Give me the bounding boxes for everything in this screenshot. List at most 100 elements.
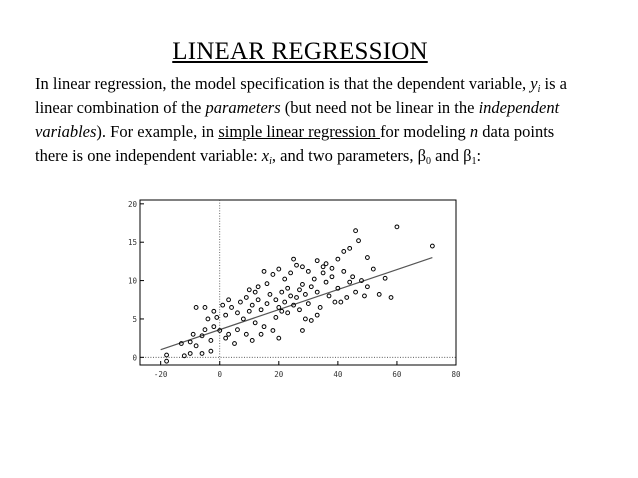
data-point: [297, 307, 302, 313]
data-point: [226, 331, 231, 337]
data-point: [264, 281, 270, 287]
data-point: [314, 312, 320, 318]
subscript-1: 1: [471, 156, 477, 167]
x-tick-label: 60: [392, 370, 402, 379]
data-point: [297, 287, 302, 293]
data-point: [332, 299, 338, 305]
data-point: [178, 341, 184, 346]
data-point: [370, 266, 376, 272]
data-point: [382, 275, 388, 281]
data-point: [335, 285, 341, 291]
y-tick-label: 10: [128, 277, 138, 286]
data-point: [353, 228, 358, 234]
x-tick-label: 0: [217, 370, 222, 379]
data-point: [302, 316, 308, 322]
data-point: [276, 266, 282, 272]
text: In linear regression, the model specific…: [35, 74, 531, 93]
data-point: [187, 339, 193, 345]
data-point: [317, 305, 323, 310]
data-point: [264, 301, 270, 307]
scatter-plot-figure: 0 5 10 15 20 -20 0 20 40 60 80: [118, 192, 463, 382]
data-point: [344, 295, 350, 300]
subscript-i: i: [537, 84, 541, 95]
text: :: [476, 146, 482, 165]
data-point: [252, 289, 258, 295]
data-point: [258, 331, 264, 337]
data-point: [190, 331, 196, 337]
data-point: [199, 351, 205, 356]
term-parameters: parameters: [205, 98, 281, 117]
data-point: [294, 295, 299, 300]
simple-linear-regression-link[interactable]: simple linear regression: [218, 122, 381, 141]
data-point: [341, 249, 347, 254]
data-point: [291, 302, 296, 308]
data-point: [211, 308, 217, 314]
subscript-0: 0: [426, 156, 431, 167]
data-point: [226, 297, 231, 303]
data-point: [359, 278, 364, 283]
data-point: [279, 308, 285, 314]
term-independent: independent: [478, 98, 560, 117]
data-point: [223, 335, 229, 341]
data-point: [217, 328, 223, 333]
data-point: [282, 299, 288, 305]
data-point: [243, 295, 249, 300]
data-point: [353, 289, 358, 295]
y-tick-label: 15: [128, 238, 137, 247]
data-point: [164, 352, 169, 358]
data-point: [261, 268, 267, 274]
data-point: [246, 308, 252, 314]
data-point: [279, 289, 285, 295]
data-point: [193, 305, 199, 310]
data-point: [347, 279, 353, 285]
data-point: [249, 338, 255, 343]
data-point: [282, 276, 288, 282]
data-point: [267, 291, 273, 297]
text: , and two parameters, β: [271, 146, 426, 165]
paragraph-line-1: In linear regression, the model specific…: [35, 72, 625, 96]
data-point: [223, 312, 229, 318]
data-point: [273, 315, 279, 320]
data-point: [246, 287, 252, 293]
data-point: [235, 327, 240, 333]
data-point: [258, 307, 264, 313]
data-point: [305, 301, 311, 307]
text: data points: [478, 122, 555, 141]
data-point: [235, 310, 240, 316]
data-point: [288, 293, 294, 299]
data-point: [252, 320, 258, 326]
data-point: [288, 270, 294, 276]
data-point: [211, 324, 217, 330]
var-n: n: [469, 122, 479, 141]
data-point: [229, 305, 234, 310]
data-point: [187, 351, 193, 356]
y-tick-label: 20: [128, 200, 138, 209]
data-point: [320, 264, 326, 270]
data-point: [326, 293, 332, 299]
paragraph-line-2: linear combination of the parameters (bu…: [35, 96, 625, 120]
data-point: [193, 343, 199, 349]
body-paragraph: In linear regression, the model specific…: [35, 72, 625, 168]
data-point: [429, 243, 435, 249]
data-point: [270, 328, 276, 333]
data-point: [394, 224, 400, 230]
data-point: [285, 310, 291, 316]
data-point: [243, 331, 249, 337]
data-point: [205, 316, 211, 322]
data-point: [276, 335, 282, 341]
data-point: [199, 333, 205, 339]
data-point: [255, 284, 261, 290]
scatter-plot: 0 5 10 15 20 -20 0 20 40 60 80: [128, 199, 461, 379]
text: is a: [540, 74, 567, 93]
data-point: [338, 299, 344, 305]
data-point: [270, 272, 276, 277]
paragraph-line-3: variables). For example, in simple linea…: [35, 120, 625, 144]
data-point: [300, 328, 305, 333]
data-point: [311, 276, 317, 282]
data-point: [181, 353, 187, 359]
var-x: x: [261, 146, 270, 165]
data-point: [276, 305, 282, 310]
data-point: [214, 315, 220, 320]
x-tick-label: 80: [451, 370, 461, 379]
data-point: [208, 338, 214, 343]
